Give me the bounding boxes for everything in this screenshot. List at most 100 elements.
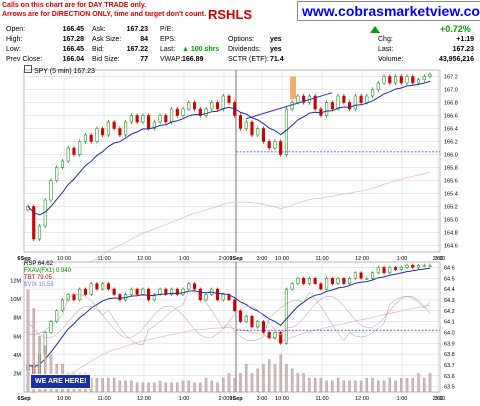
candle-body bbox=[330, 102, 334, 110]
candle-body bbox=[135, 115, 139, 123]
candle-body bbox=[313, 278, 317, 284]
trend-line bbox=[245, 92, 333, 120]
candle-body bbox=[393, 267, 398, 270]
volume-bar bbox=[388, 377, 392, 393]
last-label: Last: bbox=[378, 46, 394, 53]
volume-bar bbox=[359, 380, 363, 393]
candle-body bbox=[399, 267, 403, 270]
candle-body bbox=[348, 102, 352, 110]
y-tick-label: 64.6 bbox=[444, 265, 455, 271]
tbt-line bbox=[27, 295, 431, 339]
dividends-label: Dividends: bbox=[228, 46, 261, 53]
options-label: Options: bbox=[228, 36, 255, 43]
pe-label: P/E: bbox=[160, 26, 174, 33]
volume-value: 43,956,216 bbox=[438, 56, 474, 63]
candle-body bbox=[66, 147, 70, 162]
candle-body bbox=[353, 272, 357, 279]
volume-tick-label: 4M bbox=[13, 353, 21, 359]
candle-body bbox=[152, 294, 156, 301]
y-tick-label: 166.4 bbox=[444, 127, 458, 133]
candle-body bbox=[233, 299, 237, 311]
moving-average-line bbox=[27, 80, 431, 216]
x-tick-label: 12:00 bbox=[355, 396, 369, 402]
candle-body bbox=[371, 272, 375, 279]
sctr-label: SCTR (ETF): bbox=[228, 56, 269, 63]
candle-body bbox=[405, 265, 409, 268]
y-tick-label: 164.6 bbox=[444, 244, 458, 250]
y-tick-label: 165.6 bbox=[444, 179, 458, 185]
x-tick-label: 10:00 bbox=[57, 396, 71, 402]
fxav-legend-text: FXAV(FX1) 0.940 bbox=[24, 268, 71, 274]
candle-body bbox=[72, 147, 76, 155]
candle-body bbox=[215, 288, 220, 301]
volume-bar bbox=[187, 380, 190, 393]
candle-body bbox=[393, 76, 398, 84]
vwap-value: 166.89 bbox=[182, 56, 204, 63]
y-tick-label: 165.4 bbox=[444, 192, 458, 198]
candle-body bbox=[302, 278, 306, 284]
volume-bar bbox=[354, 380, 357, 393]
volume-bar bbox=[256, 368, 259, 393]
y-tick-label: 165.2 bbox=[444, 205, 458, 211]
rsp-legend: RSP 64.62 FXAV(FX1) 0.940 TBT 79.05 $VIX… bbox=[24, 261, 71, 289]
volume-bar bbox=[331, 380, 334, 393]
x-tick-label: 6Sep bbox=[17, 396, 31, 402]
candle-body bbox=[416, 265, 421, 268]
volume-bar bbox=[313, 377, 317, 393]
chg-value: +1.19 bbox=[456, 36, 474, 43]
candle-body bbox=[359, 95, 363, 103]
vwap-label: VWAP: bbox=[160, 56, 183, 63]
y-tick-label: 64.5 bbox=[444, 276, 455, 282]
quote-col-2-values: 167.23 84 167.22 77 bbox=[122, 25, 148, 65]
y-tick-label: 165.8 bbox=[444, 166, 458, 172]
volume-bar bbox=[141, 382, 145, 393]
volume-bar bbox=[107, 377, 110, 393]
candle-body bbox=[388, 267, 392, 274]
volume-bar bbox=[308, 377, 311, 393]
candle-body bbox=[313, 95, 317, 110]
y-tick-label: 167.0 bbox=[444, 88, 458, 94]
candle-body bbox=[192, 102, 197, 110]
candle-body bbox=[227, 95, 231, 103]
call-note-1: Calls on this chart are for DAY TRADE on… bbox=[2, 2, 147, 9]
candle-body bbox=[342, 95, 346, 103]
y-tick-label: 64.2 bbox=[444, 309, 455, 315]
candle-body bbox=[106, 121, 110, 136]
quote-col-1: Open: High: Low: Prev Close: bbox=[6, 25, 42, 65]
candle-body bbox=[325, 278, 329, 290]
plot-frame bbox=[23, 261, 441, 393]
volume-bar bbox=[49, 354, 53, 393]
candle-body bbox=[399, 76, 403, 84]
x-tick-label: 12:00 bbox=[137, 256, 151, 262]
x-tick-label: 11:00 bbox=[97, 396, 110, 402]
volume-bar bbox=[204, 377, 208, 393]
volume-bar bbox=[147, 382, 150, 393]
candle-body bbox=[330, 278, 334, 284]
volume-bar bbox=[428, 373, 432, 393]
volume-bar bbox=[417, 373, 420, 393]
candle-body bbox=[49, 180, 53, 201]
last-shrs-label: Last: bbox=[160, 46, 176, 53]
volume-bar bbox=[135, 382, 139, 393]
highlight-bar bbox=[290, 76, 296, 100]
candle-body bbox=[342, 278, 346, 284]
candle-body bbox=[382, 267, 386, 274]
candle-body bbox=[60, 299, 65, 311]
candle-body bbox=[376, 267, 380, 274]
candle-body bbox=[221, 294, 225, 301]
candle-body bbox=[353, 95, 357, 110]
candle-body bbox=[60, 160, 65, 168]
candle-body bbox=[170, 108, 174, 123]
volume-bar bbox=[222, 377, 225, 393]
candle-body bbox=[32, 206, 36, 240]
candle-body bbox=[348, 278, 352, 284]
candle-body bbox=[55, 167, 59, 181]
volume-bar bbox=[342, 380, 346, 393]
y-tick-label: 64.4 bbox=[444, 287, 455, 293]
candle-body bbox=[365, 278, 369, 280]
stat-labels: Chg: Last: Volume: bbox=[378, 35, 403, 65]
last-shrs-value: ▲ 100 shrs bbox=[182, 46, 220, 53]
candle-body bbox=[37, 225, 42, 240]
tbt-legend-text: TBT 79.05 bbox=[24, 275, 52, 281]
volume-tick-label: 10M bbox=[10, 297, 21, 303]
